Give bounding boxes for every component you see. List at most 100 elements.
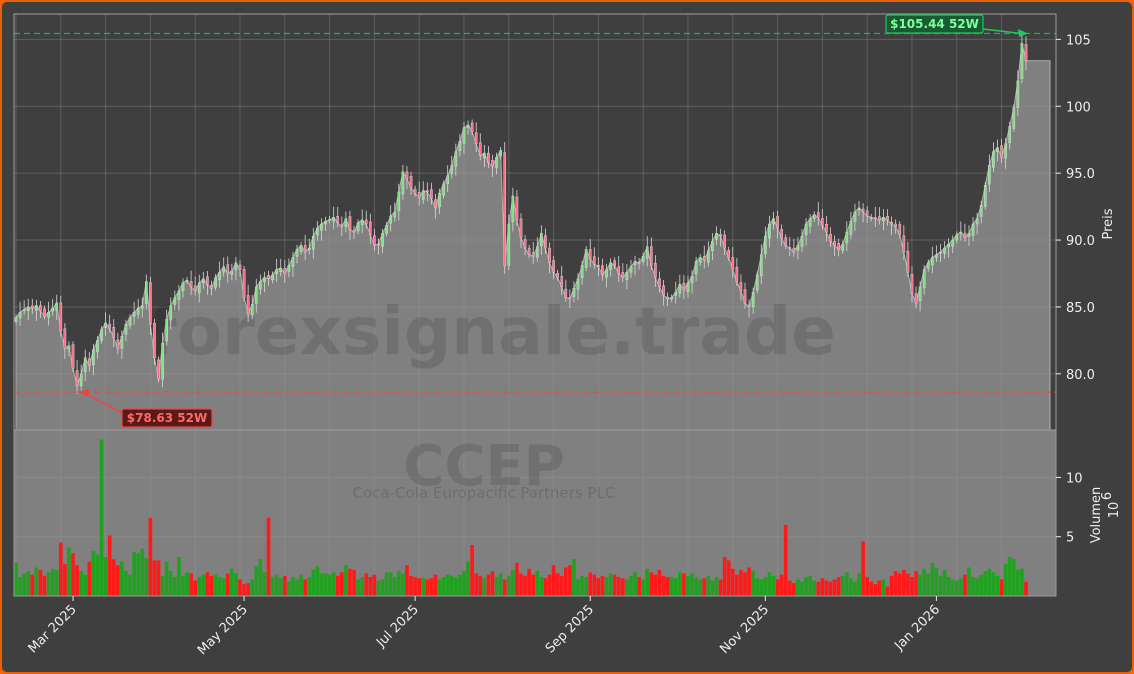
candle-body: [75, 370, 79, 387]
candle-body: [544, 235, 547, 249]
candle-body: [51, 308, 54, 312]
volume-bar: [979, 574, 984, 596]
low-52w-label-box: [121, 408, 213, 428]
candle-body: [1024, 44, 1028, 62]
candle-body: [808, 218, 812, 227]
volume-bar: [99, 439, 104, 596]
candle-body: [291, 257, 295, 267]
candle-body: [572, 288, 576, 297]
volume-bar: [930, 562, 935, 596]
volume-bar: [181, 575, 185, 596]
candle-body: [527, 247, 531, 255]
volume-bar: [804, 577, 808, 596]
volume-bar: [828, 581, 833, 596]
volume-bar: [584, 577, 588, 596]
volume-bar: [401, 573, 405, 596]
volume-bar: [950, 579, 955, 596]
candle-body: [759, 254, 763, 277]
volume-bar: [197, 577, 202, 596]
volume-bar: [368, 577, 373, 596]
high-52w-arrow-head: [1018, 29, 1028, 38]
candle-body: [890, 221, 893, 225]
candle-body: [450, 164, 454, 174]
volume-bar: [18, 577, 22, 596]
candle-body: [18, 312, 22, 318]
candle-body: [519, 218, 523, 238]
candle-body: [499, 150, 502, 157]
candle-body: [59, 302, 63, 332]
volume-bar: [539, 577, 544, 596]
volume-bar: [474, 573, 479, 596]
volume-bar: [987, 568, 992, 596]
candle-body: [821, 218, 824, 226]
candle-body: [83, 357, 87, 372]
candle-body: [857, 207, 861, 211]
candle-body: [678, 283, 682, 294]
candle-body: [503, 152, 507, 266]
candle-body: [426, 190, 429, 193]
candle-body: [71, 344, 75, 369]
candle-body: [556, 273, 559, 278]
volume-bar: [71, 553, 75, 596]
candle-body: [1008, 126, 1012, 143]
candle-body: [540, 233, 543, 246]
candle-body: [951, 239, 955, 247]
candle-body: [478, 142, 482, 156]
volume-bar: [168, 571, 173, 596]
candle-body: [658, 278, 661, 288]
candle-body: [14, 317, 18, 322]
volume-bar: [258, 559, 263, 596]
candle-body: [694, 261, 698, 275]
volume-bar: [645, 568, 650, 596]
price-axis-label: Preis: [1101, 208, 1116, 239]
volume-bar: [38, 569, 43, 596]
candle-body: [882, 217, 885, 222]
candle-body: [181, 282, 185, 292]
volume-bar: [861, 541, 865, 596]
candle-body: [584, 249, 588, 268]
volume-bar: [205, 572, 210, 596]
candle-body: [666, 296, 669, 300]
candle-body: [967, 233, 971, 237]
volume-bar: [50, 568, 55, 596]
price-tick-label: 95.0: [1066, 167, 1095, 182]
candle-body: [197, 282, 201, 294]
volume-bar: [901, 569, 906, 596]
volume-bar: [665, 577, 670, 596]
volume-bar: [543, 578, 548, 596]
candle-body: [177, 290, 181, 300]
candle-body: [189, 281, 193, 288]
candle-body: [303, 245, 307, 253]
volume-bar: [1020, 568, 1024, 596]
candle-body: [621, 272, 625, 278]
candle-body: [873, 217, 877, 219]
candle-body: [100, 329, 103, 341]
candle-body: [1000, 145, 1003, 158]
volume-bar: [140, 548, 145, 596]
price-tick-label: 100: [1066, 100, 1091, 115]
candle-body: [825, 224, 828, 233]
volume-bar: [34, 567, 39, 596]
candle-body: [401, 171, 405, 195]
candle-body: [348, 216, 352, 230]
candle-body: [120, 336, 124, 349]
candle-body: [206, 276, 209, 285]
volume-bar: [796, 579, 800, 596]
candle-body: [1020, 43, 1024, 79]
volume-bar: [657, 569, 662, 596]
volume-bar: [620, 578, 625, 596]
volume-bar: [128, 574, 132, 596]
candle-body: [898, 224, 902, 235]
volume-bar: [75, 565, 79, 596]
price-area: [15, 43, 1051, 431]
volume-bar: [270, 577, 275, 596]
candle-body: [629, 266, 633, 273]
candle-body: [364, 219, 368, 225]
volume-tick-label: 10: [1066, 471, 1083, 486]
candle-body: [918, 286, 922, 301]
volume-bar: [67, 547, 71, 596]
high-52w-label-box: [885, 14, 984, 34]
candle-body: [487, 152, 490, 163]
volume-bar: [938, 575, 943, 596]
